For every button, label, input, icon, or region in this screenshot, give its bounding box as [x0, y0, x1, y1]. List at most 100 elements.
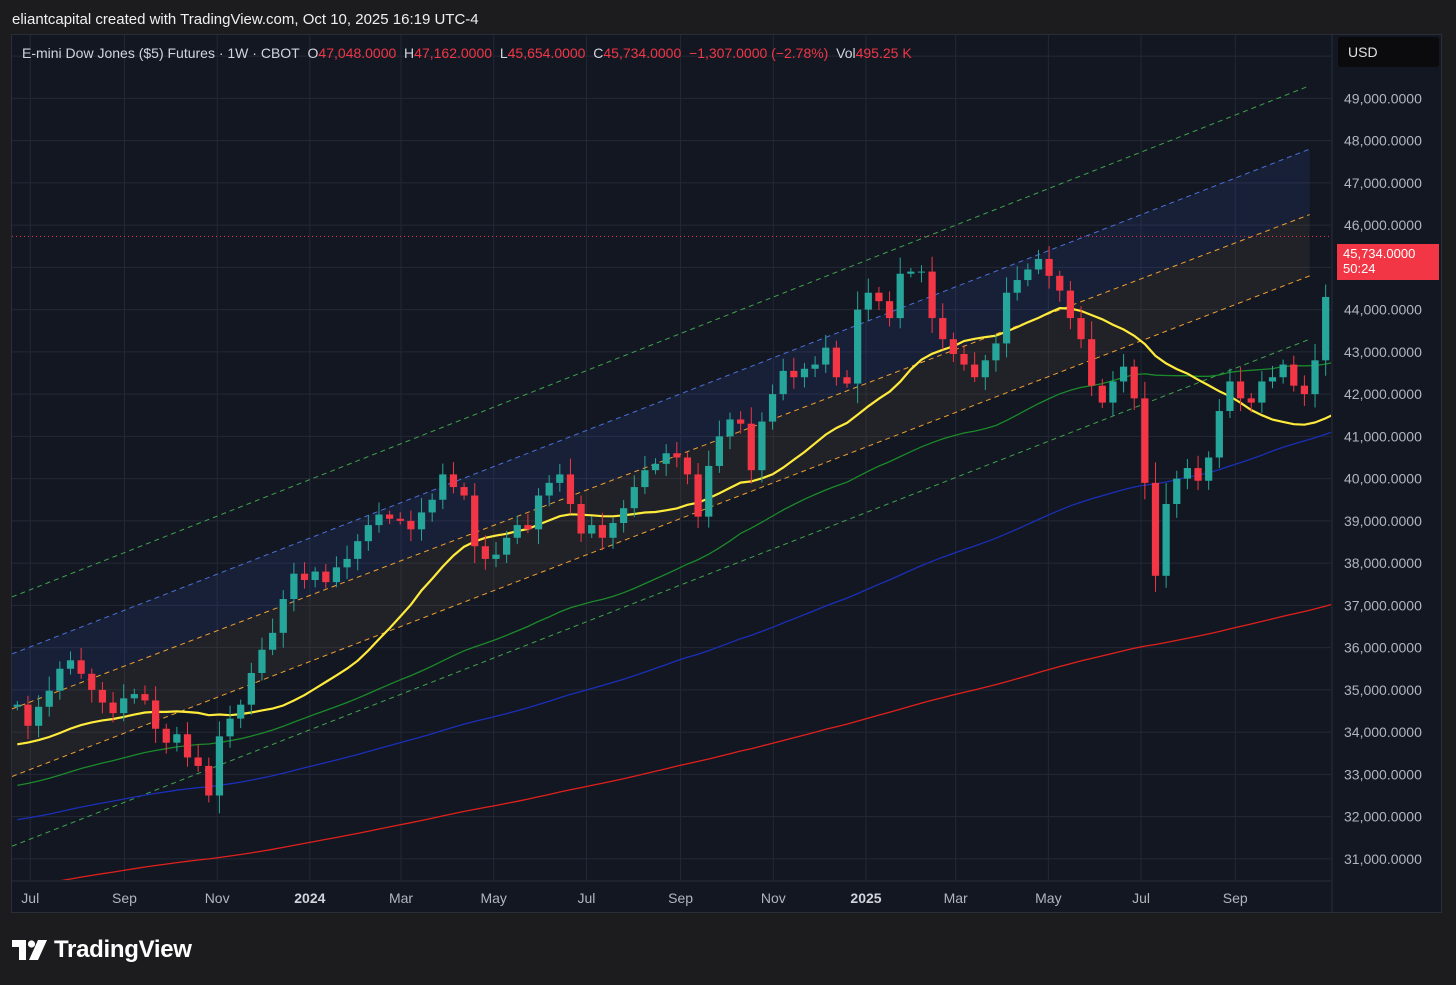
candle-body	[194, 757, 202, 766]
candle-body	[492, 554, 500, 559]
candle-body	[56, 668, 64, 691]
candle-body	[151, 700, 160, 729]
channel-line-lower-outer	[12, 338, 1310, 847]
candle-body	[715, 436, 723, 466]
open-label: O	[307, 45, 319, 61]
candle-body	[1109, 381, 1117, 403]
volume-label: Vol	[836, 45, 856, 61]
y-tick-label: 47,000.0000	[1344, 175, 1422, 191]
change-value: −1,307.0000 (−2.78%)	[689, 45, 829, 61]
candle-body	[577, 503, 585, 534]
candle-body	[428, 499, 436, 513]
low-label: L	[499, 45, 508, 61]
close-value: 45,734.0000	[603, 45, 682, 61]
candle-body	[396, 518, 404, 521]
candle-body	[768, 394, 777, 422]
candle-body	[215, 736, 224, 796]
y-tick-label: 38,000.0000	[1344, 555, 1422, 571]
candle-body	[332, 567, 341, 583]
candle-body	[503, 537, 511, 555]
candle-body	[673, 453, 681, 458]
candle-body	[1279, 364, 1287, 378]
candle-body	[481, 546, 489, 559]
candle-body	[1013, 280, 1021, 293]
candle-body	[290, 573, 298, 600]
x-tick-label: Nov	[205, 890, 230, 906]
candle-body	[460, 487, 468, 496]
x-tick-label: Jul	[577, 890, 595, 906]
y-tick-label: 41,000.0000	[1344, 428, 1422, 444]
channel-line-middle	[12, 214, 1310, 710]
candle-body	[949, 339, 957, 354]
candle-body	[407, 520, 415, 530]
candle-body	[598, 525, 606, 538]
candle-body	[843, 377, 851, 384]
candle-body	[1226, 381, 1234, 412]
y-tick-label: 42,000.0000	[1344, 386, 1422, 402]
candle-body	[917, 271, 926, 273]
ohlc-legend: E-mini Dow Jones ($5) Futures · 1W · CBO…	[22, 45, 912, 61]
candle-body	[907, 271, 915, 274]
candle-body	[1162, 503, 1170, 576]
candle-body	[1141, 398, 1149, 483]
high-value: 47,162.0000	[414, 45, 493, 61]
tradingview-logo[interactable]: TradingView	[12, 935, 192, 965]
channel-line-upper-outer	[12, 85, 1310, 598]
y-tick-label: 43,000.0000	[1344, 344, 1422, 360]
candle-body	[120, 698, 128, 714]
candle-body	[939, 318, 947, 340]
y-tick-label: 39,000.0000	[1344, 513, 1422, 529]
candle-body	[683, 457, 692, 475]
symbol-name[interactable]: E-mini Dow Jones ($5) Futures · 1W · CBO…	[22, 45, 300, 61]
candle-body	[439, 474, 447, 500]
candle-body	[13, 704, 21, 707]
y-tick-label: 40,000.0000	[1344, 471, 1422, 487]
candle-body	[1066, 290, 1075, 319]
x-tick-label: Jul	[1132, 890, 1150, 906]
candle-body	[141, 694, 149, 701]
candle-body	[609, 522, 617, 538]
currency-button[interactable]: USD	[1338, 37, 1439, 67]
moving-average-20	[17, 306, 1331, 746]
candle-body	[364, 525, 372, 542]
candle-body	[34, 706, 43, 726]
candle-body	[162, 728, 170, 743]
moving-average-100	[17, 431, 1331, 821]
last-price-value: 45,734.0000	[1343, 246, 1416, 261]
candle-body	[779, 370, 787, 395]
last-price-badge: 45,734.0000 50:24	[1337, 244, 1439, 280]
candle-body	[247, 672, 255, 705]
candle-body	[205, 765, 213, 796]
candle-body	[545, 482, 553, 496]
candle-body	[1130, 366, 1138, 399]
candle-body	[1183, 468, 1192, 479]
candle-body	[1024, 269, 1032, 281]
candle-body	[1098, 385, 1106, 403]
candle-body	[513, 525, 521, 538]
candle-body	[556, 474, 564, 483]
candle-body	[896, 273, 904, 319]
y-tick-label: 34,000.0000	[1344, 724, 1422, 740]
candle-body	[98, 689, 107, 703]
x-tick-label: May	[1035, 890, 1061, 906]
candle-body	[620, 508, 628, 523]
y-tick-label: 35,000.0000	[1344, 682, 1422, 698]
y-tick-label: 46,000.0000	[1344, 217, 1422, 233]
candle-body	[1002, 292, 1011, 344]
candle-body	[705, 465, 713, 517]
candle-body	[130, 694, 138, 699]
y-tick-label: 37,000.0000	[1344, 597, 1422, 613]
candle-body	[226, 718, 234, 737]
candle-body	[1439, 250, 1446, 275]
close-label: C	[593, 45, 604, 61]
candle-body	[258, 649, 266, 673]
x-tick-label: 2025	[850, 890, 881, 906]
candle-body	[971, 364, 979, 378]
x-tick-label: Nov	[761, 890, 786, 906]
candle-body	[449, 474, 458, 488]
candle-body	[1311, 360, 1319, 395]
candle-body	[1450, 231, 1456, 250]
volume-value: 495.25 K	[855, 45, 912, 61]
candle-body	[1119, 366, 1128, 382]
